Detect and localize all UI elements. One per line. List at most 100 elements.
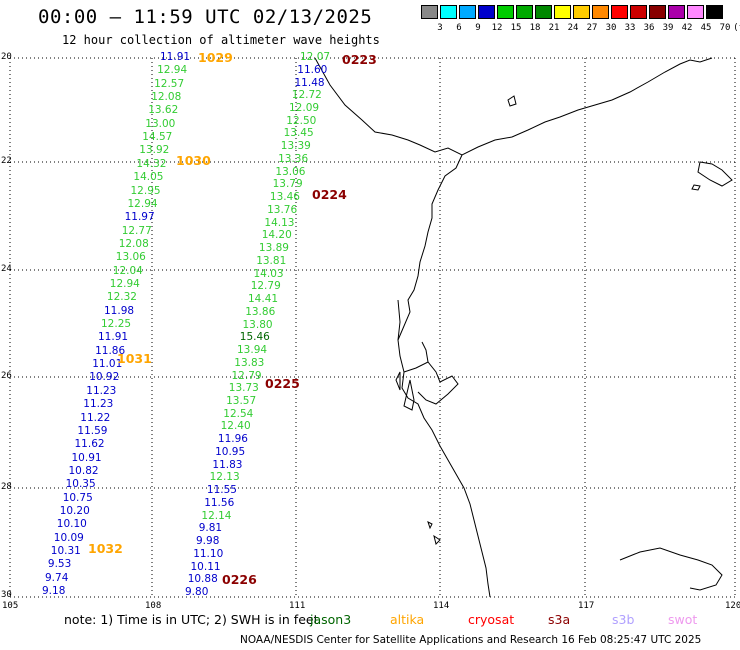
wave-height-value: 10.82 (68, 464, 99, 477)
legend-label: 21 (548, 23, 560, 33)
satellite-name: cryosat (468, 612, 515, 627)
lon-label: 108 (145, 601, 162, 611)
wave-height-value: 11.10 (193, 547, 224, 560)
wave-height-value: 9.80 (185, 586, 209, 598)
lat-label: 22 (1, 156, 12, 166)
wave-height-value: 13.39 (280, 140, 311, 153)
pass-time-label: 0223 (342, 52, 377, 67)
legend-label: (ft) (733, 23, 740, 33)
grid-lines (9, 57, 736, 598)
wave-height-value: 12.08 (151, 91, 182, 103)
legend-swatch (516, 5, 533, 19)
legend-label: 39 (662, 23, 674, 33)
pass-time-label: 1030 (176, 153, 211, 168)
wave-height-value: 13.00 (145, 117, 176, 130)
lon-label: 105 (2, 601, 19, 611)
wave-height-value: 15.46 (239, 331, 270, 344)
lon-label: 120 (725, 601, 740, 611)
wave-height-value: 10.92 (89, 371, 120, 384)
wave-height-value: 14.05 (133, 171, 164, 184)
legend-swatch (535, 5, 552, 19)
wave-height-value: 12.57 (154, 77, 185, 90)
legend-label: 30 (605, 23, 617, 33)
wave-height-value: 12.13 (209, 471, 240, 484)
wave-height-value: 13.06 (275, 165, 306, 178)
wave-height-value: 12.72 (291, 89, 322, 102)
lon-label: 111 (289, 601, 306, 611)
wave-height-value: 14.57 (142, 131, 173, 144)
coastline (314, 57, 733, 598)
wave-height-value: 10.20 (59, 504, 90, 517)
wave-height-value: 14.41 (248, 293, 279, 305)
legend-swatch (440, 5, 457, 19)
wave-height-value: 9.98 (196, 535, 220, 547)
wave-height-value: 11.01 (92, 358, 123, 370)
wave-height-value: 9.74 (45, 571, 69, 584)
legend-label: 24 (567, 23, 579, 33)
legend-label: 45 (700, 23, 712, 33)
lat-label: 20 (1, 52, 12, 62)
wave-height-value: 12.14 (201, 509, 232, 522)
wave-height-value: 11.98 (104, 304, 135, 317)
legend-label: 15 (510, 23, 522, 33)
wave-height-value: 11.62 (74, 438, 105, 451)
wave-height-value: 11.23 (83, 398, 114, 411)
legend-swatch (668, 5, 685, 19)
wave-height-value: 11.97 (124, 211, 155, 224)
wave-height-value: 13.92 (139, 144, 170, 157)
wave-height-value: 11.96 (217, 433, 248, 446)
lat-label: 26 (1, 371, 12, 381)
lat-label: 30 (1, 590, 12, 600)
lon-label: 117 (578, 601, 595, 611)
pass-time-label: 0225 (265, 376, 300, 391)
legend-label: 3 (437, 23, 443, 33)
wave-height-value: 10.11 (190, 560, 221, 573)
wave-height-value: 13.36 (278, 152, 309, 165)
wave-height-value: 13.81 (256, 254, 287, 267)
wave-height-value: 9.53 (47, 558, 72, 571)
wave-height-value: 9.81 (198, 522, 223, 535)
satellite-name: jason3 (310, 612, 352, 627)
wave-height-value: 13.94 (237, 344, 268, 356)
pass-time-label: 1031 (117, 351, 152, 366)
pass-time-label: 1032 (88, 541, 123, 556)
wave-height-value: 13.73 (228, 382, 259, 395)
wave-height-value: 9.18 (42, 585, 66, 597)
legend-swatch (611, 5, 628, 19)
wave-height-value: 10.09 (53, 531, 84, 544)
legend-swatch (687, 5, 704, 19)
wave-height-value: 10.91 (71, 451, 102, 464)
wave-height-value: 13.45 (283, 127, 314, 140)
wave-height-value: 11.48 (294, 76, 325, 89)
wave-height-value: 12.94 (157, 64, 188, 77)
wave-height-value: 13.86 (245, 305, 276, 318)
wave-height-value: 12.79 (250, 280, 281, 293)
wave-height-value: 10.88 (187, 573, 218, 586)
wave-height-value: 13.57 (226, 394, 257, 407)
legend-label: 12 (491, 23, 503, 33)
wave-height-value: 12.94 (109, 277, 140, 290)
wave-height-value: 12.09 (289, 102, 320, 114)
lat-label: 28 (1, 482, 12, 492)
wave-height-value: 10.35 (65, 478, 96, 491)
legend-swatch (592, 5, 609, 19)
satellite-name: s3a (548, 612, 571, 627)
satellite-name: altika (390, 612, 425, 627)
wave-height-value: 12.40 (220, 420, 251, 433)
wave-height-value: 14.32 (136, 157, 167, 170)
wave-height-value: 14.03 (253, 267, 284, 280)
wave-height-value: 12.32 (106, 291, 137, 304)
lat-label: 24 (1, 264, 12, 274)
wave-height-value: 13.80 (242, 318, 273, 331)
legend-label: 42 (681, 23, 693, 33)
legend-label: 36 (643, 23, 655, 33)
legend-swatch (554, 5, 571, 19)
wave-height-value: 13.06 (115, 251, 146, 264)
legend-swatch (649, 5, 666, 19)
note-text: note: 1) Time is in UTC; 2) SWH is in fe… (64, 612, 319, 627)
pass-time-label: 0224 (312, 187, 347, 202)
wave-height-value: 11.91 (160, 51, 191, 63)
wave-height-value: 12.04 (112, 264, 143, 277)
legend-swatch (497, 5, 514, 19)
